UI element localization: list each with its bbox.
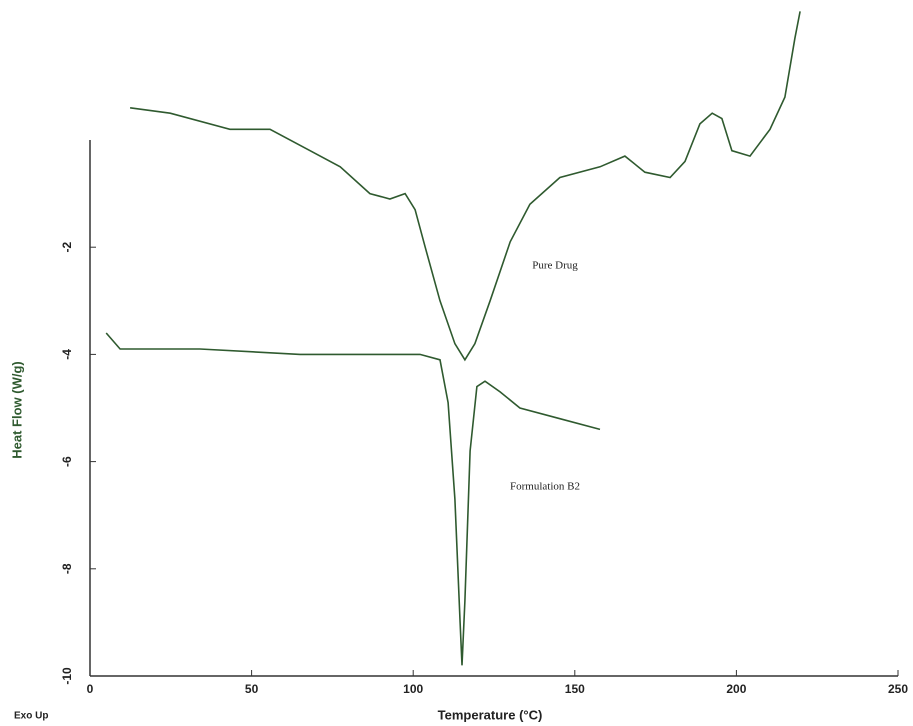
y-tick-label: -4 <box>60 349 74 360</box>
x-tick-label: 200 <box>726 682 746 696</box>
annotation: Formulation B2 <box>510 481 580 493</box>
x-tick-label: 250 <box>888 682 908 696</box>
y-tick-label: -10 <box>60 667 74 685</box>
x-tick-label: 150 <box>565 682 585 696</box>
series-line <box>105 332 601 666</box>
y-tick-label: -2 <box>60 242 74 253</box>
x-axis-label: Temperature (°C) <box>438 707 543 722</box>
x-tick-label: 0 <box>87 682 94 696</box>
annotation: Pure Drug <box>532 260 578 272</box>
x-tick-label: 100 <box>403 682 423 696</box>
series-line <box>129 11 801 362</box>
y-axis-label: Heat Flow (W/g) <box>9 361 24 459</box>
y-tick-label: -8 <box>60 563 74 574</box>
x-tick-label: 50 <box>245 682 259 696</box>
corner-note: Exo Up <box>14 711 48 722</box>
y-tick-label: -6 <box>60 456 74 467</box>
